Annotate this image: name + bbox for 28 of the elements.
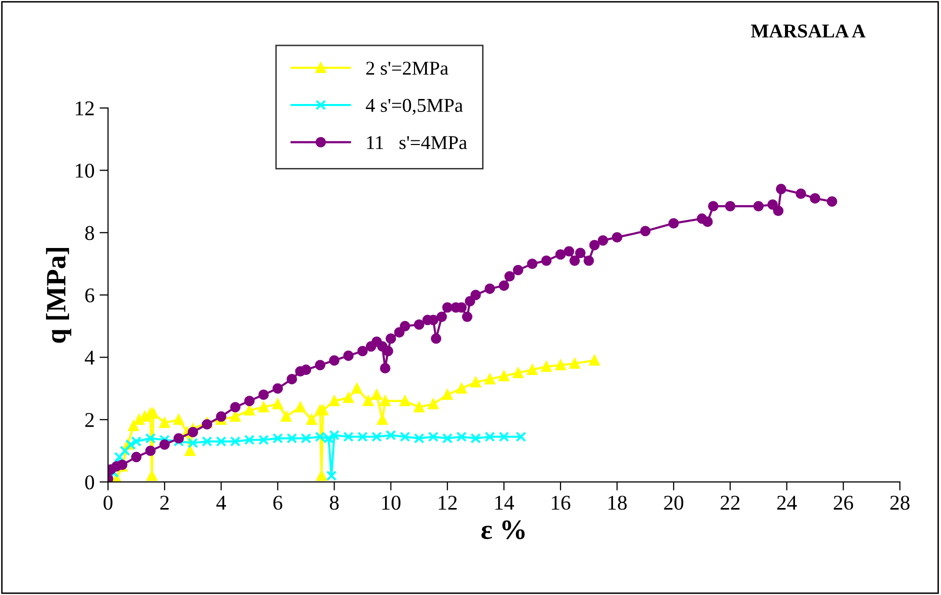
x-tick-label: 4 bbox=[216, 496, 226, 510]
x-tick-label: 28 bbox=[890, 496, 910, 510]
x-tick-label: 18 bbox=[608, 496, 627, 510]
legend-label: 2 s'=2MPa bbox=[366, 62, 448, 75]
y-tick-label: 6 bbox=[85, 288, 94, 302]
x-tick-label: 0 bbox=[104, 496, 112, 510]
y-tick-label: 8 bbox=[85, 226, 94, 240]
x-axis-title: ε % bbox=[481, 520, 525, 540]
x-tick-label: 6 bbox=[273, 496, 282, 510]
chart-title: MARSALA A bbox=[750, 24, 866, 38]
x-tick-label: 2 bbox=[160, 496, 169, 510]
x-tick-label: 24 bbox=[777, 496, 797, 510]
x-tick-label: 8 bbox=[330, 496, 339, 510]
x-tick-label: 16 bbox=[552, 496, 570, 510]
x-tick-label: 14 bbox=[495, 496, 514, 510]
x-tick-label: 20 bbox=[664, 496, 684, 510]
legend-label: 4 s'=0,5MPa bbox=[366, 98, 463, 115]
y-tick-label: 0 bbox=[85, 475, 94, 490]
legend-label: 11 s'=4MPa bbox=[367, 136, 467, 150]
y-tick-label: 10 bbox=[76, 164, 94, 178]
y-tick-label: 4 bbox=[84, 350, 95, 365]
x-tick-label: 12 bbox=[438, 496, 457, 510]
y-axis-title: q [MPa] bbox=[46, 248, 72, 343]
y-tick-label: 12 bbox=[76, 101, 94, 116]
x-tick-label: 22 bbox=[720, 496, 740, 510]
x-tick-label: 26 bbox=[834, 496, 854, 510]
y-tick-label: 2 bbox=[85, 413, 94, 427]
x-tick-label: 10 bbox=[382, 496, 400, 510]
